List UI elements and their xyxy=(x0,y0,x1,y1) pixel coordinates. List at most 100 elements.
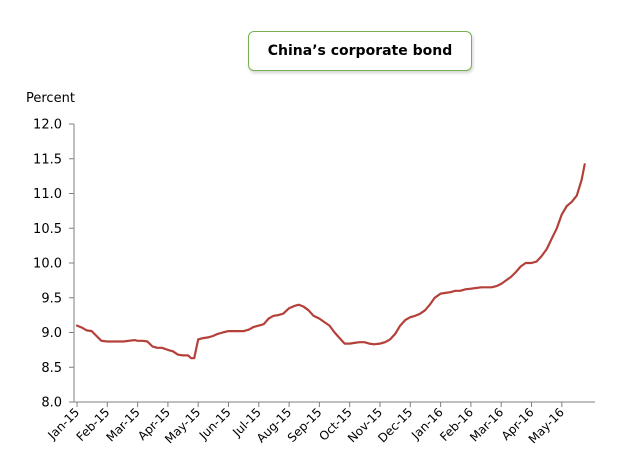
data-point xyxy=(556,227,558,229)
data-point xyxy=(363,341,365,343)
data-point xyxy=(258,325,260,327)
data-point xyxy=(399,325,401,327)
data-point xyxy=(414,315,416,317)
data-point xyxy=(389,338,391,340)
data-point xyxy=(238,330,240,332)
data-point xyxy=(253,326,255,328)
data-point xyxy=(530,262,533,264)
data-point xyxy=(197,338,199,340)
data-point xyxy=(212,335,214,337)
data-point xyxy=(546,248,548,250)
data-point xyxy=(510,276,512,278)
data-point xyxy=(167,349,169,351)
data-point xyxy=(449,291,451,293)
data-point xyxy=(293,305,295,307)
data-point xyxy=(100,340,102,342)
data-point xyxy=(358,341,361,343)
x-tick-label: Jun-15 xyxy=(196,405,234,443)
data-point xyxy=(339,337,341,339)
data-point xyxy=(354,342,356,344)
data-point xyxy=(440,293,442,295)
data-point xyxy=(334,331,336,334)
data-point xyxy=(177,354,179,356)
data-point xyxy=(520,265,522,268)
data-point xyxy=(515,271,517,273)
data-point xyxy=(303,306,305,308)
data-point xyxy=(384,341,386,343)
x-tick-label: Mar-16 xyxy=(467,405,506,444)
data-point xyxy=(505,279,507,281)
data-point xyxy=(156,347,158,349)
data-point xyxy=(182,354,184,356)
data-point xyxy=(86,329,88,331)
data-point xyxy=(486,286,488,288)
data-point xyxy=(551,238,553,240)
data-point xyxy=(581,179,583,181)
chart-title-box: China’s corporate bond xyxy=(248,31,472,71)
data-point xyxy=(277,314,279,316)
data-point xyxy=(323,321,325,323)
plot-area xyxy=(75,163,586,360)
data-point xyxy=(106,340,108,343)
y-tick-label: 8.0 xyxy=(41,396,62,411)
x-axis: Jan-15Feb-15Mar-15Apr-15May-15Jun-15Jul-… xyxy=(45,401,595,446)
data-point xyxy=(571,201,573,203)
data-point xyxy=(151,345,153,347)
data-point xyxy=(328,325,331,327)
data-point xyxy=(172,350,174,352)
y-tick-label: 8.5 xyxy=(41,361,62,376)
y-tick-label: 11.5 xyxy=(33,152,62,167)
y-tick-label: 11.0 xyxy=(33,187,62,202)
data-point xyxy=(429,304,431,306)
x-tick-label: Dec-15 xyxy=(375,405,415,445)
y-tick-label: 10.0 xyxy=(33,257,62,272)
data-point xyxy=(137,340,139,342)
data-point xyxy=(217,333,219,335)
data-point xyxy=(500,283,502,285)
data-point xyxy=(161,347,163,349)
data-point xyxy=(561,213,563,215)
data-point xyxy=(454,290,456,292)
y-tick-label: 12.0 xyxy=(33,118,62,133)
data-point xyxy=(470,288,472,290)
data-point xyxy=(368,343,370,345)
data-point xyxy=(263,323,265,325)
data-point xyxy=(434,297,436,299)
data-point xyxy=(480,286,482,288)
data-point xyxy=(112,340,114,343)
data-point xyxy=(81,327,83,329)
data-point xyxy=(272,315,275,317)
data-point xyxy=(379,343,381,345)
data-point xyxy=(193,357,195,359)
data-point xyxy=(243,330,245,332)
data-point xyxy=(298,304,300,306)
data-point xyxy=(318,318,320,320)
data-point xyxy=(91,330,93,332)
data-point xyxy=(227,330,230,332)
data-point xyxy=(464,288,466,290)
data-point xyxy=(394,333,396,335)
y-tick-label: 10.5 xyxy=(33,222,62,237)
data-point xyxy=(424,309,426,311)
data-point xyxy=(133,339,135,341)
data-point xyxy=(409,316,411,318)
data-point xyxy=(312,315,315,317)
data-point xyxy=(187,354,189,356)
data-point xyxy=(475,287,477,289)
data-point xyxy=(491,286,493,288)
data-point xyxy=(525,262,527,264)
x-tick-label: Sep-15 xyxy=(285,405,325,445)
data-point xyxy=(128,340,130,342)
data-point xyxy=(190,357,192,359)
data-point xyxy=(496,285,498,287)
data-point xyxy=(444,292,447,294)
data-point xyxy=(95,335,98,337)
series-line xyxy=(75,163,586,360)
data-point xyxy=(566,205,568,207)
data-point xyxy=(541,255,543,257)
data-point xyxy=(233,330,235,332)
data-point xyxy=(248,329,250,331)
y-tick-label: 9.5 xyxy=(41,291,62,306)
y-tick-label: 9.0 xyxy=(41,326,62,341)
